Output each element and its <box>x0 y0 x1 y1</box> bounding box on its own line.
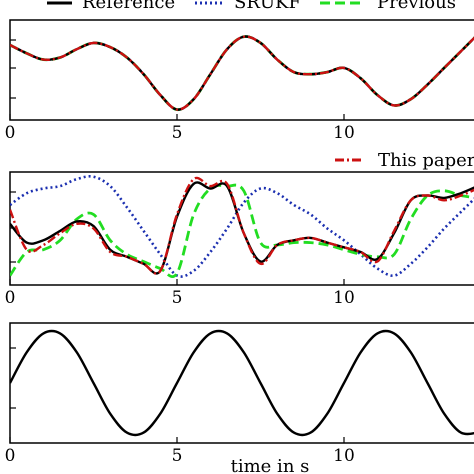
legend-top: Reference SRUKF Previous <box>47 0 456 13</box>
series-line-bottom-reference <box>10 329 474 437</box>
series-lines-middle <box>10 175 474 278</box>
series-line-top-previous <box>10 35 474 112</box>
series-line-middle-this-paper <box>10 176 474 275</box>
x-tick-label-top-0: 0 <box>5 123 16 143</box>
legend-label-previous: Previous <box>377 0 456 13</box>
panel-bottom: 0 5 10 time in s <box>5 322 474 474</box>
x-tick-label-top-5: 5 <box>172 123 183 143</box>
panel-middle: 0 5 10 <box>5 171 474 308</box>
series-line-top-reference <box>10 35 474 111</box>
panel-top: 0 5 10 <box>5 19 474 143</box>
axes-frame-bottom <box>9 322 474 444</box>
x-ticks-middle: 0 5 10 <box>5 279 355 308</box>
x-tick-label-middle-5: 5 <box>172 288 183 308</box>
left-ticks-bottom <box>10 347 16 409</box>
axes-frame-top <box>9 19 474 121</box>
x-tick-label-bottom-5: 5 <box>172 446 183 466</box>
series-lines-bottom <box>10 329 474 437</box>
series-line-top-srukf <box>10 35 474 111</box>
series-line-top-this-paper <box>10 35 474 111</box>
legend-label-reference: Reference <box>82 0 175 13</box>
series-line-middle-previous <box>10 183 474 278</box>
x-tick-label-bottom-10: 10 <box>333 446 355 466</box>
x-tick-label-middle-10: 10 <box>333 288 355 308</box>
x-tick-label-top-10: 10 <box>333 123 355 143</box>
series-lines-top <box>10 35 474 112</box>
series-line-middle-reference <box>10 181 474 275</box>
x-tick-label-bottom-0: 0 <box>5 446 16 466</box>
legend-label-srukf: SRUKF <box>234 0 301 13</box>
legend-middle: This paper <box>330 145 474 171</box>
left-ticks-top <box>10 39 16 99</box>
x-ticks-bottom: 0 5 10 <box>5 437 355 466</box>
x-tick-label-middle-0: 0 <box>5 288 16 308</box>
x-axis-label: time in s <box>231 456 310 474</box>
x-ticks-top: 0 5 10 <box>5 114 355 143</box>
legend-label-this-paper: This paper <box>378 150 474 171</box>
